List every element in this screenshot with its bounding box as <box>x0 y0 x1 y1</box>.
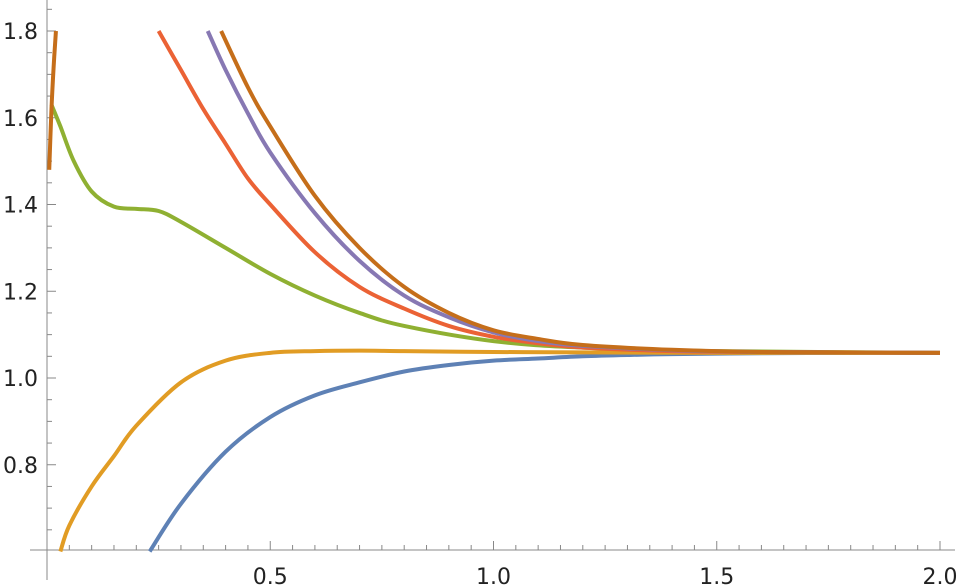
series-line-3 <box>49 103 941 355</box>
series-line-6 <box>219 30 941 355</box>
y-tick-label: 1.2 <box>3 280 38 305</box>
series-line-4 <box>156 30 941 355</box>
series-line-1 <box>148 350 941 553</box>
series-group <box>47 30 941 553</box>
y-tick-label: 1.4 <box>3 194 38 219</box>
series-line-5 <box>205 30 941 355</box>
y-tick-label: 0.8 <box>3 454 38 479</box>
x-tick-label: 2.0 <box>923 565 958 587</box>
y-tick-label: 1.6 <box>3 107 38 132</box>
x-tick-label: 1.0 <box>476 565 511 587</box>
y-tick-label: 1.8 <box>3 20 38 45</box>
x-tick-label: 1.5 <box>699 565 734 587</box>
series-line-2 <box>58 348 941 553</box>
y-tick-label: 1.0 <box>3 367 38 392</box>
tick-labels: 0.5 1.0 1.5 2.0 0.8 1.0 1.2 1.4 1.6 1.8 <box>3 20 958 587</box>
x-tick-label: 0.5 <box>253 565 288 587</box>
axes <box>30 0 955 580</box>
series-line-7 <box>47 30 58 170</box>
